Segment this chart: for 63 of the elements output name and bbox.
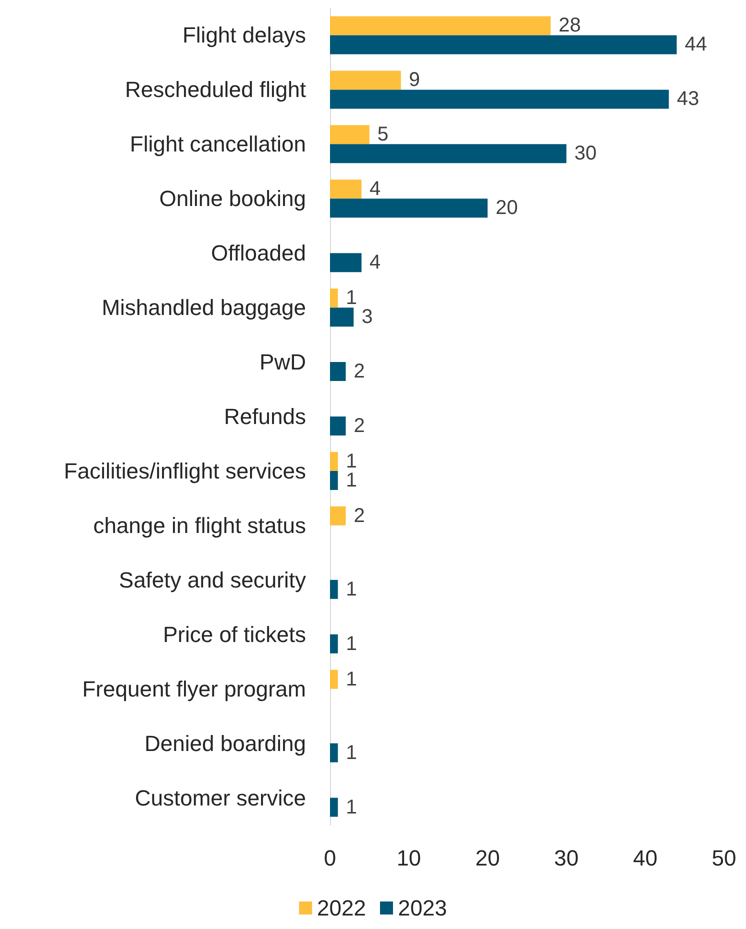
bar <box>330 634 338 654</box>
bar <box>330 743 338 762</box>
bar <box>330 670 338 689</box>
y-tick-label: Safety and security <box>118 567 306 592</box>
bar <box>330 470 338 490</box>
data-label: 43 <box>676 88 700 110</box>
bar <box>330 580 338 599</box>
bar <box>330 308 354 327</box>
x-tick-label: 0 <box>324 846 336 870</box>
y-tick-label: Flight delays <box>182 22 306 48</box>
x-tick-label: 40 <box>632 846 658 870</box>
bar <box>330 16 551 36</box>
data-label: 1 <box>346 742 358 764</box>
data-label: 28 <box>558 14 581 37</box>
bar <box>330 798 338 817</box>
y-tick-label: Denied boarding <box>144 730 306 756</box>
bar <box>330 288 338 308</box>
data-label: 2 <box>354 504 365 527</box>
data-label: 1 <box>346 287 358 310</box>
y-tick-label: Facilities/inflight services <box>64 458 306 484</box>
y-tick-label: Price of tickets <box>162 622 306 647</box>
data-label: 9 <box>408 69 420 92</box>
y-tick-label: Mishandled baggage <box>102 295 306 320</box>
x-tick-label: 50 <box>712 846 736 870</box>
y-tick-label: Offloaded <box>210 240 306 266</box>
data-label: 4 <box>370 252 381 274</box>
data-label: 1 <box>346 632 358 655</box>
bar <box>330 452 338 471</box>
bar <box>330 506 346 526</box>
bar <box>330 180 362 199</box>
data-label: 2 <box>354 360 365 383</box>
bar <box>330 253 362 272</box>
x-tick-label: 30 <box>554 846 579 870</box>
legend-label: 2023 <box>398 896 447 920</box>
x-tick-label: 10 <box>396 846 422 870</box>
data-label: 1 <box>346 668 358 690</box>
data-label: 4 <box>370 178 381 200</box>
data-label: 5 <box>377 124 389 146</box>
y-tick-label: PwD <box>260 350 306 375</box>
y-tick-label: Online booking <box>159 186 306 212</box>
y-tick-label: change in flight status <box>93 512 306 538</box>
data-label: 3 <box>362 306 373 328</box>
data-label: 2 <box>354 415 365 437</box>
x-tick-label: 20 <box>475 846 500 870</box>
bar <box>330 35 677 54</box>
y-tick-label: Flight cancellation <box>130 132 306 157</box>
y-tick-label: Frequent flyer program <box>82 676 306 702</box>
y-tick-label: Rescheduled flight <box>124 77 306 102</box>
bar <box>330 416 346 436</box>
y-tick-label: Refunds <box>224 404 306 429</box>
y-tick-label: Customer service <box>134 785 306 810</box>
bar <box>330 90 669 109</box>
bar <box>330 70 401 90</box>
bar <box>330 144 566 164</box>
data-label: 1 <box>346 796 358 818</box>
bar <box>330 362 346 382</box>
data-label: 44 <box>684 34 707 56</box>
bar <box>330 198 488 218</box>
data-label: 20 <box>496 197 518 220</box>
data-label: 1 <box>346 578 358 600</box>
data-label: 30 <box>574 142 597 165</box>
legend-label: 2022 <box>317 896 366 920</box>
bar <box>330 125 370 144</box>
